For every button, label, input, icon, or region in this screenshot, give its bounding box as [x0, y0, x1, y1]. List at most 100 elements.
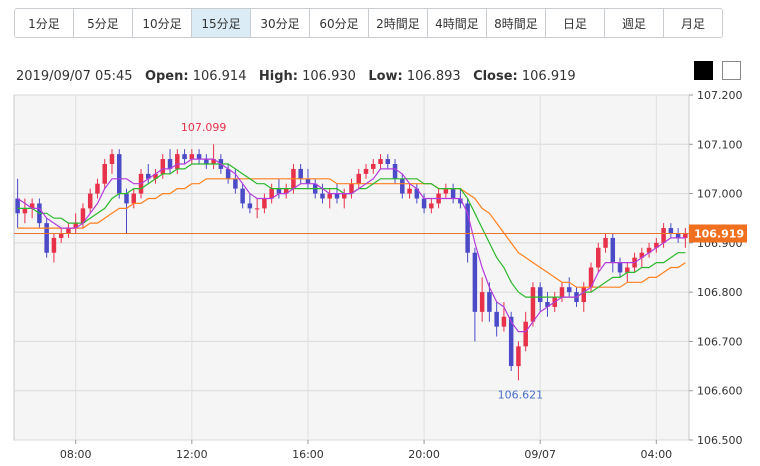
x-tick-label: 16:00 — [292, 448, 324, 461]
candle-body — [327, 193, 332, 199]
candle-body — [371, 164, 376, 169]
candle-body — [400, 178, 405, 194]
candle — [472, 247, 478, 342]
candle-body — [276, 188, 282, 194]
candle — [661, 223, 666, 248]
candle-body — [211, 159, 216, 164]
candle — [385, 154, 391, 169]
candle-body — [494, 311, 499, 327]
x-tick-label: 09/07 — [524, 448, 556, 461]
candle — [153, 168, 158, 184]
tab-6[interactable]: 2時間足 — [368, 9, 427, 37]
candle-body — [429, 203, 434, 209]
candle — [327, 188, 332, 209]
candle — [429, 198, 434, 214]
x-tick-label: 20:00 — [408, 448, 440, 461]
tab-4[interactable]: 30分足 — [250, 9, 309, 37]
candle — [392, 159, 398, 184]
candle-body — [204, 159, 209, 164]
timeframe-tabs: 1分足 5分足 10分足 15分足 30分足 60分足 2時間足 4時間足 8時間足 日足 週足 月足 — [14, 8, 723, 38]
tab-1[interactable]: 5分足 — [73, 9, 132, 37]
tab-2[interactable]: 10分足 — [132, 9, 191, 37]
candle-body — [675, 233, 681, 238]
candle-body — [414, 188, 420, 199]
candle-body — [458, 198, 463, 204]
candle-body — [617, 262, 623, 273]
candle-body — [196, 154, 202, 160]
tab-7[interactable]: 4時間足 — [427, 9, 486, 37]
candle — [116, 149, 122, 199]
candle-body — [22, 208, 28, 214]
candle — [610, 233, 616, 273]
candle — [211, 144, 216, 169]
candle — [566, 277, 572, 298]
candle-body — [58, 233, 64, 238]
candle-body — [654, 242, 659, 248]
candle-body — [298, 168, 303, 179]
candle-body — [603, 237, 608, 248]
candle-body — [320, 193, 325, 199]
candle-body — [305, 178, 311, 184]
tab-9[interactable]: 日足 — [545, 9, 604, 37]
light-theme-swatch[interactable] — [722, 61, 741, 80]
y-tick-label: 107.100 — [697, 138, 743, 151]
candle — [109, 149, 115, 174]
candle-body — [175, 154, 180, 169]
candle — [320, 183, 325, 204]
candle-body — [363, 168, 369, 174]
tab-3[interactable]: 15分足 — [191, 9, 250, 37]
candle-body — [283, 188, 289, 194]
tab-8[interactable]: 8時間足 — [486, 9, 545, 37]
candle-body — [131, 193, 137, 204]
candle-body — [153, 173, 158, 179]
ohlc-readout: 2019/09/07 05:45 Open: 106.914 High: 106… — [16, 69, 576, 84]
candle-body — [385, 159, 391, 164]
candle-body — [378, 159, 383, 164]
candle-body — [146, 173, 151, 179]
y-tick-label: 107.000 — [697, 188, 743, 201]
candle — [131, 188, 137, 209]
candle-body — [407, 188, 412, 194]
candle-body — [233, 178, 238, 189]
candle — [378, 154, 383, 169]
candle-body — [610, 237, 616, 263]
candle — [167, 149, 173, 174]
candle — [22, 198, 28, 224]
candle-body — [668, 228, 674, 233]
candle — [15, 178, 20, 229]
high-annotation: 107.099 — [181, 121, 227, 134]
low-value: 106.893 — [406, 69, 461, 84]
candle — [262, 193, 267, 214]
candle — [102, 159, 107, 189]
candle — [421, 193, 427, 214]
dark-theme-swatch[interactable] — [694, 61, 713, 80]
candle — [95, 178, 100, 199]
open-value: 106.914 — [192, 69, 247, 84]
candle-body — [44, 223, 49, 253]
tab-11[interactable]: 月足 — [663, 9, 722, 37]
plot-area — [13, 94, 690, 441]
ma-short-line — [17, 158, 686, 333]
candle — [516, 341, 521, 381]
candle — [349, 178, 354, 199]
candle-body — [661, 228, 666, 243]
candle-body — [189, 154, 195, 160]
candle-body — [588, 267, 594, 288]
candle — [617, 257, 623, 278]
candle-body — [559, 287, 565, 298]
tab-0[interactable]: 1分足 — [15, 9, 73, 37]
tab-5[interactable]: 60分足 — [309, 9, 368, 37]
candle — [51, 233, 57, 263]
candle-body — [487, 292, 492, 312]
tab-10[interactable]: 週足 — [604, 9, 663, 37]
candle — [247, 193, 253, 214]
candle-body — [683, 233, 688, 238]
candle-body — [269, 188, 274, 199]
candle — [182, 149, 187, 164]
ma-long-line — [17, 178, 686, 288]
candle-body — [167, 159, 173, 169]
candle — [283, 183, 289, 199]
candle — [668, 223, 674, 238]
ohlc-datetime: 2019/09/07 05:45 — [16, 69, 133, 84]
